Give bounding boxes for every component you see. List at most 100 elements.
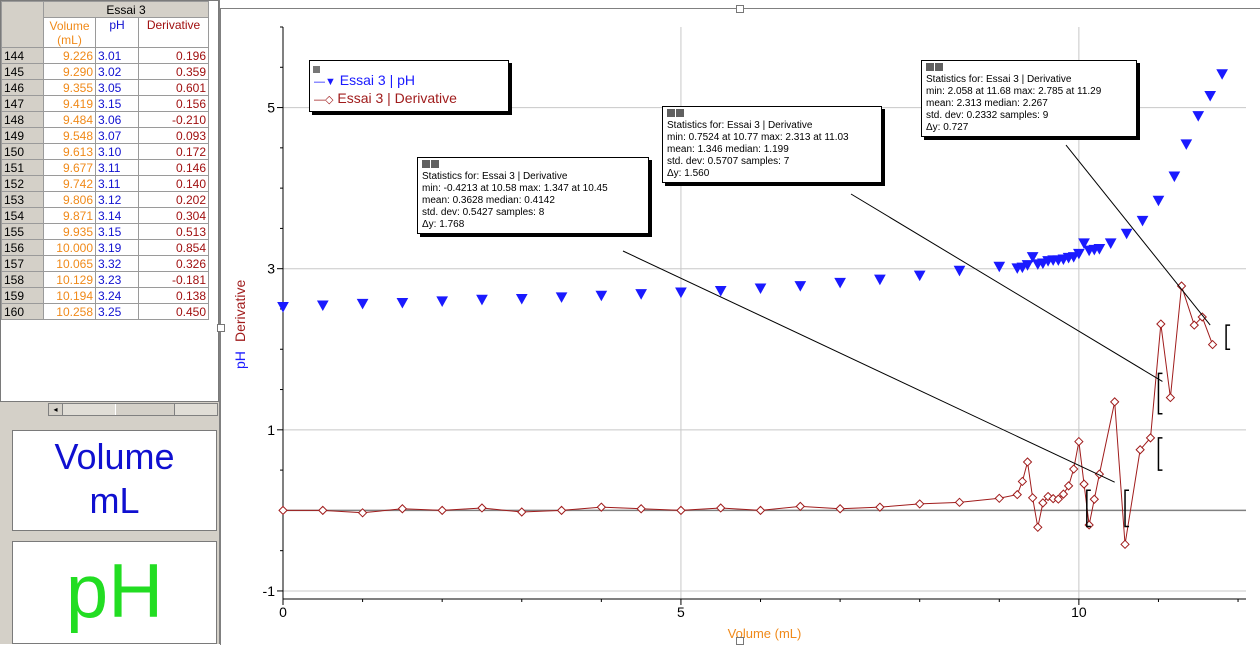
ph-cell[interactable]: 3.15	[95, 95, 139, 112]
table-row[interactable]: 158 10.129 3.23 -0.181	[1, 271, 209, 288]
col-volume-header[interactable]: Volume (mL)	[43, 17, 96, 48]
ph-cell[interactable]: 3.06	[95, 111, 139, 128]
row-number[interactable]: 153	[1, 191, 44, 208]
row-number[interactable]: 160	[1, 303, 44, 320]
derivative-cell[interactable]: 0.304	[138, 207, 209, 224]
table-row[interactable]: 147 9.419 3.15 0.156	[1, 95, 209, 112]
volume-cell[interactable]: 10.194	[43, 287, 96, 304]
row-number[interactable]: 155	[1, 223, 44, 240]
volume-cell[interactable]: 10.129	[43, 271, 96, 288]
legend-item-derivative[interactable]: —◇ Essai 3 | Derivative	[314, 89, 457, 107]
ph-cell[interactable]: 3.14	[95, 207, 139, 224]
derivative-cell[interactable]: 0.202	[138, 191, 209, 208]
derivative-cell[interactable]: -0.181	[138, 271, 209, 288]
row-number[interactable]: 154	[1, 207, 44, 224]
table-row[interactable]: 156 10.000 3.19 0.854	[1, 239, 209, 256]
volume-cell[interactable]: 9.355	[43, 79, 96, 96]
volume-meter[interactable]: Volume mL	[12, 430, 217, 531]
options-icon[interactable]	[676, 109, 684, 117]
ph-cell[interactable]: 3.23	[95, 271, 139, 288]
chart-svg[interactable]: 0 5 10 -1 1 3 5 Volume (mL) pH Derivative	[221, 9, 1260, 645]
derivative-cell[interactable]: 0.513	[138, 223, 209, 240]
ph-cell[interactable]: 3.11	[95, 175, 139, 192]
row-number[interactable]: 147	[1, 95, 44, 112]
derivative-cell[interactable]: 0.156	[138, 95, 209, 112]
close-icon[interactable]	[667, 109, 675, 117]
table-row[interactable]: 144 9.226 3.01 0.196	[1, 47, 209, 64]
ph-cell[interactable]: 3.02	[95, 63, 139, 80]
derivative-cell[interactable]: 0.854	[138, 239, 209, 256]
options-icon[interactable]	[431, 160, 439, 168]
derivative-cell[interactable]: 0.093	[138, 127, 209, 144]
ph-cell[interactable]: 3.07	[95, 127, 139, 144]
derivative-cell[interactable]: 0.140	[138, 175, 209, 192]
volume-cell[interactable]: 9.613	[43, 143, 96, 160]
row-number[interactable]: 148	[1, 111, 44, 128]
row-number[interactable]: 150	[1, 143, 44, 160]
ph-cell[interactable]: 3.19	[95, 239, 139, 256]
ph-cell[interactable]: 3.10	[95, 143, 139, 160]
stats-box-3[interactable]: Statistics for: Essai 3 | Derivative min…	[921, 60, 1137, 137]
volume-cell[interactable]: 10.065	[43, 255, 96, 272]
derivative-cell[interactable]: 0.359	[138, 63, 209, 80]
row-number[interactable]: 159	[1, 287, 44, 304]
ph-cell[interactable]: 3.15	[95, 223, 139, 240]
volume-cell[interactable]: 9.226	[43, 47, 96, 64]
derivative-cell[interactable]: 0.146	[138, 159, 209, 176]
derivative-cell[interactable]: 0.326	[138, 255, 209, 272]
stats-box-1[interactable]: Statistics for: Essai 3 | Derivative min…	[417, 157, 649, 234]
table-horizontal-scrollbar[interactable]: ◂	[48, 403, 218, 416]
table-row[interactable]: 150 9.613 3.10 0.172	[1, 143, 209, 160]
row-number[interactable]: 145	[1, 63, 44, 80]
table-row[interactable]: 149 9.548 3.07 0.093	[1, 127, 209, 144]
row-number[interactable]: 158	[1, 271, 44, 288]
row-number[interactable]: 146	[1, 79, 44, 96]
resize-handle-left[interactable]	[217, 324, 225, 332]
row-number[interactable]: 144	[1, 47, 44, 64]
scrollbar-thumb[interactable]	[115, 404, 175, 415]
volume-cell[interactable]: 9.871	[43, 207, 96, 224]
table-row[interactable]: 152 9.742 3.11 0.140	[1, 175, 209, 192]
derivative-cell[interactable]: 0.196	[138, 47, 209, 64]
ph-cell[interactable]: 3.12	[95, 191, 139, 208]
ph-cell[interactable]: 3.24	[95, 287, 139, 304]
volume-cell[interactable]: 9.742	[43, 175, 96, 192]
volume-cell[interactable]: 9.290	[43, 63, 96, 80]
resize-handle-top[interactable]	[736, 5, 744, 13]
table-row[interactable]: 157 10.065 3.32 0.326	[1, 255, 209, 272]
ph-cell[interactable]: 3.32	[95, 255, 139, 272]
row-number[interactable]: 149	[1, 127, 44, 144]
ph-cell[interactable]: 3.05	[95, 79, 139, 96]
table-row[interactable]: 155 9.935 3.15 0.513	[1, 223, 209, 240]
derivative-cell[interactable]: 0.450	[138, 303, 209, 320]
table-row[interactable]: 151 9.677 3.11 0.146	[1, 159, 209, 176]
row-number[interactable]: 152	[1, 175, 44, 192]
ph-meter[interactable]: pH	[12, 541, 217, 644]
options-icon[interactable]	[935, 63, 943, 71]
volume-cell[interactable]: 9.419	[43, 95, 96, 112]
table-row[interactable]: 153 9.806 3.12 0.202	[1, 191, 209, 208]
ph-cell[interactable]: 3.11	[95, 159, 139, 176]
close-icon[interactable]	[422, 160, 430, 168]
volume-cell[interactable]: 10.258	[43, 303, 96, 320]
legend-item-ph[interactable]: —▼ Essai 3 | pH	[314, 71, 415, 89]
close-icon[interactable]	[926, 63, 934, 71]
volume-cell[interactable]: 10.000	[43, 239, 96, 256]
table-row[interactable]: 148 9.484 3.06 -0.210	[1, 111, 209, 128]
graph-panel[interactable]: 0 5 10 -1 1 3 5 Volume (mL) pH Derivative —▼ Essa…	[217, 5, 1260, 645]
table-row[interactable]: 146 9.355 3.05 0.601	[1, 79, 209, 96]
row-number[interactable]: 156	[1, 239, 44, 256]
volume-cell[interactable]: 9.484	[43, 111, 96, 128]
table-row[interactable]: 160 10.258 3.25 0.450	[1, 303, 209, 320]
derivative-cell[interactable]: 0.138	[138, 287, 209, 304]
data-table[interactable]: Essai 3 Volume (mL) pH Derivative 144 9.2…	[0, 0, 219, 402]
volume-cell[interactable]: 9.806	[43, 191, 96, 208]
ph-cell[interactable]: 3.01	[95, 47, 139, 64]
arrow-left-icon[interactable]: ◂	[49, 404, 63, 415]
col-ph-header[interactable]: pH	[95, 17, 139, 48]
derivative-cell[interactable]: 0.601	[138, 79, 209, 96]
stats-box-2[interactable]: Statistics for: Essai 3 | Derivative min…	[662, 106, 882, 183]
table-row[interactable]: 145 9.290 3.02 0.359	[1, 63, 209, 80]
volume-cell[interactable]: 9.548	[43, 127, 96, 144]
derivative-cell[interactable]: 0.172	[138, 143, 209, 160]
